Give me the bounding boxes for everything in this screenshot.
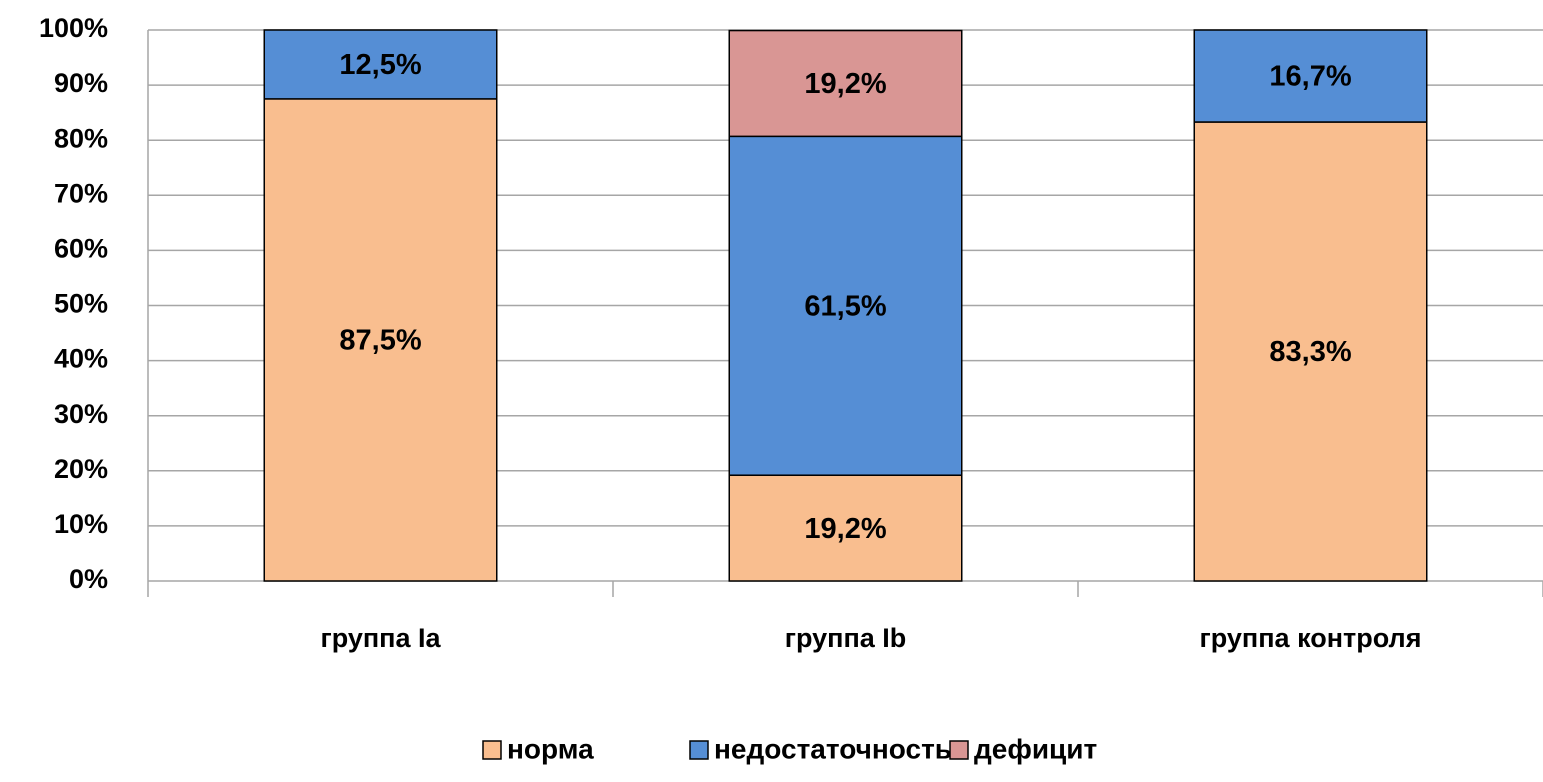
bar-segment	[263, 29, 498, 100]
y-tick-label: 80%	[54, 123, 108, 153]
y-tick-label: 60%	[54, 234, 108, 264]
bar-segment	[1193, 121, 1428, 582]
data-label: 61,5%	[804, 290, 886, 322]
y-tick-label: 20%	[54, 454, 108, 484]
data-label: 19,2%	[804, 68, 886, 100]
y-tick-label: 90%	[54, 68, 108, 98]
y-tick-label: 30%	[54, 399, 108, 429]
data-label: 12,5%	[339, 49, 421, 81]
x-tick-label: группа Ib	[785, 623, 907, 653]
y-tick-label: 100%	[39, 13, 108, 43]
bar-segment	[728, 135, 963, 476]
data-label: 83,3%	[1269, 336, 1351, 368]
bar-segment	[728, 29, 963, 138]
y-tick-label: 10%	[54, 509, 108, 539]
legend-label: дефицит	[974, 733, 1097, 764]
bar-segment	[728, 474, 963, 582]
y-tick-label: 70%	[54, 178, 108, 208]
x-tick-label: группа контроля	[1200, 623, 1422, 653]
data-label: 16,7%	[1269, 61, 1351, 93]
data-label: 19,2%	[804, 513, 886, 545]
bar-segment	[1193, 29, 1428, 123]
y-tick-label: 0%	[69, 564, 108, 594]
legend-swatch	[482, 740, 502, 760]
y-tick-label: 50%	[54, 289, 108, 319]
legend-swatch	[689, 740, 709, 760]
y-tick-label: 40%	[54, 344, 108, 374]
legend-label: недостаточность	[714, 733, 952, 764]
bar-segment	[263, 98, 498, 582]
data-label: 87,5%	[339, 325, 421, 357]
x-tick-label: группа Ia	[320, 623, 441, 653]
legend-label: норма	[507, 733, 594, 764]
legend-swatch	[949, 740, 969, 760]
